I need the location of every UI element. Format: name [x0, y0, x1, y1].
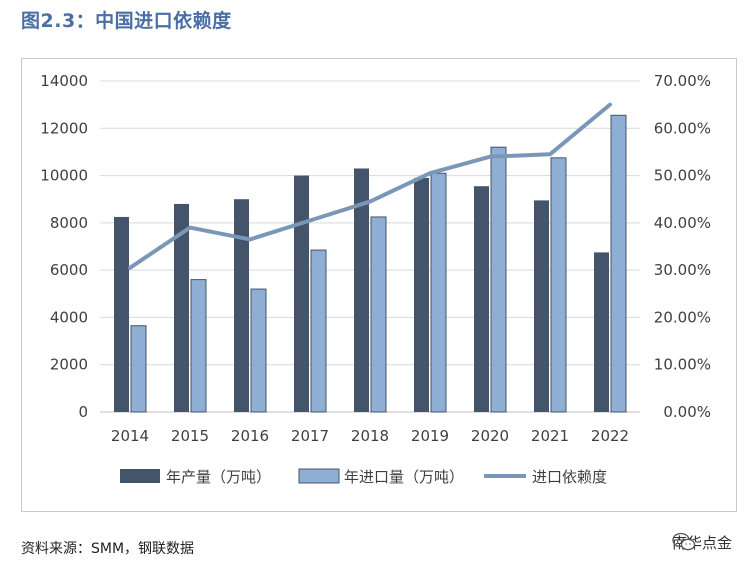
- legend: 年产量（万吨） 年进口量（万吨） 进口依赖度: [120, 468, 607, 486]
- bar-import: [370, 216, 387, 413]
- bar-import: [130, 325, 147, 413]
- y-left-tick-label: 14000: [40, 72, 88, 90]
- bar-import: [430, 172, 447, 413]
- bar-production: [294, 175, 309, 412]
- wechat-icon: [672, 532, 696, 551]
- x-tick-labels: 2014 2015 2016 2017 2018 2019 2020 2021 2022: [111, 427, 629, 445]
- bar-production: [534, 200, 549, 412]
- bar-import: [550, 157, 567, 413]
- bar-import: [310, 249, 327, 413]
- y-right-tick-label: 60.00%: [654, 119, 711, 137]
- x-tick-label: 2016: [231, 427, 269, 445]
- x-tick-label: 2017: [291, 427, 329, 445]
- y-left-tick-label: 8000: [50, 214, 88, 232]
- y-left-tick-label: 10000: [40, 167, 88, 185]
- bar-import: [490, 146, 507, 413]
- y-right-tick-labels: 0.00% 10.00% 20.00% 30.00% 40.00% 50.00% 60.00…: [654, 72, 711, 421]
- x-tick-label: 2014: [111, 427, 149, 445]
- y-left-tick-label: 0: [78, 403, 88, 421]
- x-tick-label: 2018: [351, 427, 389, 445]
- x-tick-label: 2021: [531, 427, 569, 445]
- x-tick-label: 2019: [411, 427, 449, 445]
- y-left-tick-label: 6000: [50, 261, 88, 279]
- brand: 南华点金: [672, 532, 732, 553]
- y-left-tick-label: 2000: [50, 356, 88, 374]
- y-right-tick-label: 10.00%: [654, 356, 711, 374]
- legend-label-production: 年产量（万吨）: [166, 468, 271, 486]
- legend-swatch-production: [120, 469, 160, 483]
- y-left-tick-labels: 0 2000 4000 6000 8000 10000 12000 14000: [40, 72, 88, 421]
- legend-swatch-import: [298, 468, 340, 484]
- ratio-line-group: [128, 102, 612, 270]
- bar-production: [354, 168, 369, 412]
- bar-production: [474, 186, 489, 412]
- legend-label-import: 年进口量（万吨）: [344, 468, 464, 486]
- y-right-tick-label: 20.00%: [654, 308, 711, 326]
- bar-production: [594, 252, 609, 412]
- legend-label-ratio: 进口依赖度: [532, 468, 607, 486]
- bar-production: [114, 216, 129, 412]
- x-tick-label: 2020: [471, 427, 509, 445]
- bar-import: [610, 114, 627, 413]
- gridlines: [100, 80, 640, 413]
- bar-production: [414, 177, 429, 412]
- y-right-tick-label: 40.00%: [654, 214, 711, 232]
- y-right-tick-label: 0.00%: [663, 403, 711, 421]
- source-note: 资料来源：SMM，钢联数据: [21, 541, 195, 557]
- bar-production: [234, 199, 249, 412]
- x-tick-label: 2015: [171, 427, 209, 445]
- bar-import: [250, 288, 267, 413]
- bar-production: [174, 203, 189, 412]
- x-tick-label: 2022: [591, 427, 629, 445]
- ratio-line: [128, 102, 612, 270]
- chart: 0 2000 4000 6000 8000 10000 12000 14000 0.00% 10…: [40, 72, 711, 486]
- y-right-tick-label: 30.00%: [654, 261, 711, 279]
- bars: [114, 114, 627, 413]
- y-right-tick-label: 70.00%: [654, 72, 711, 90]
- chart-title: 图2.3：中国进口依赖度: [21, 10, 232, 32]
- y-right-tick-label: 50.00%: [654, 167, 711, 185]
- y-left-tick-label: 4000: [50, 308, 88, 326]
- y-left-tick-label: 12000: [40, 119, 88, 137]
- bar-import: [190, 279, 207, 413]
